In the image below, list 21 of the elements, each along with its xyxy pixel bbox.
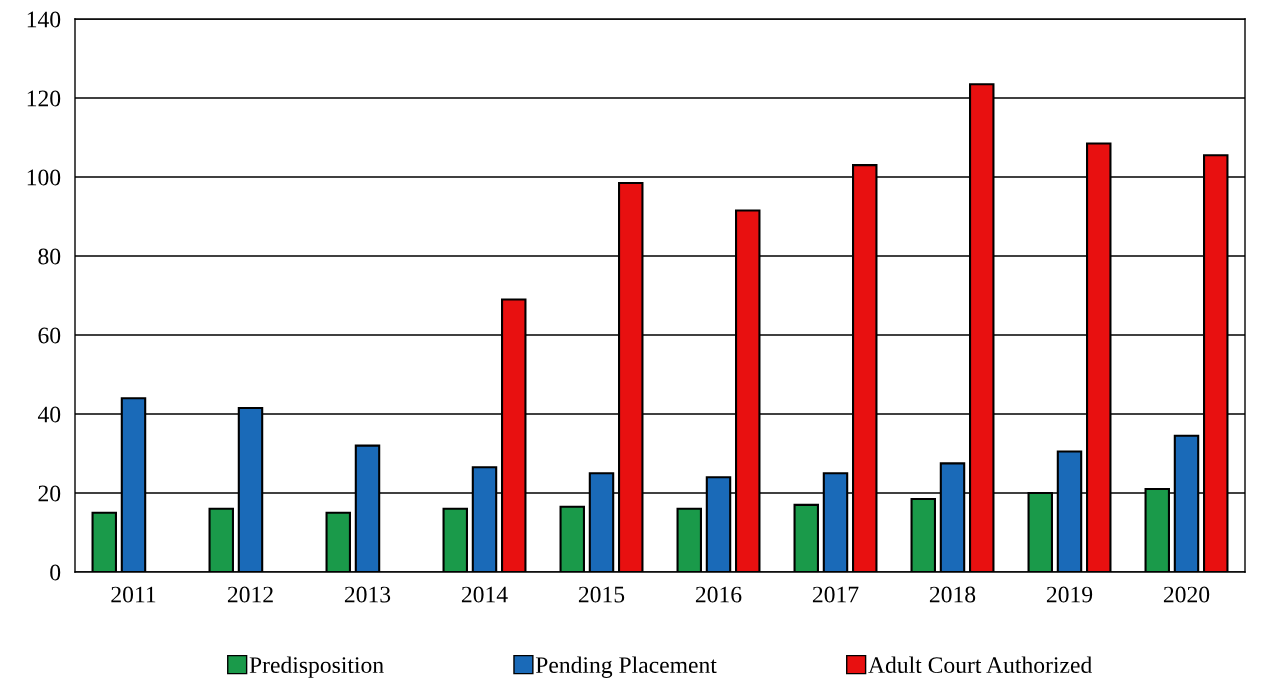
x-tick-label: 2011 — [111, 586, 156, 603]
x-tick-label: 2012 — [227, 586, 273, 603]
x-tick-label: 2013 — [344, 586, 391, 603]
legend-label: Pending Placement — [535, 656, 717, 678]
x-tick-label: 2015 — [578, 586, 625, 603]
y-tick-label: 140 — [27, 11, 61, 28]
x-tick-label: 2016 — [695, 586, 742, 603]
y-tick-label: 80 — [38, 248, 61, 265]
y-tick-label: 40 — [37, 406, 61, 423]
y-tick-label: 60 — [38, 327, 61, 344]
legend-label: Adult Court Authorized — [868, 656, 1092, 674]
x-tick-label: 2020 — [1163, 586, 1210, 603]
x-tick-label: 2017 — [812, 586, 859, 603]
y-tick-label: 120 — [27, 90, 61, 107]
x-tick-label: 2014 — [461, 586, 508, 603]
y-tick-label: 100 — [27, 169, 61, 186]
x-tick-label: 2018 — [929, 586, 976, 603]
x-tick-label: 2019 — [1046, 586, 1093, 603]
y-tick-label: 0 — [50, 564, 61, 581]
y-tick-label: 20 — [38, 485, 61, 502]
legend-label: Predisposition — [249, 656, 384, 678]
